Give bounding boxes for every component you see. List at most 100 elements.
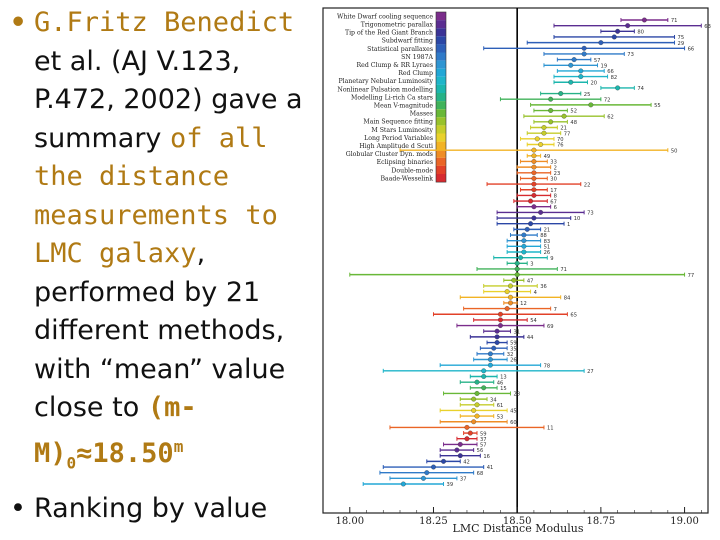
- data-point: [487, 351, 493, 357]
- data-point: [531, 187, 537, 193]
- legend-label: Mean V-magnitude: [374, 103, 434, 110]
- legend-swatch: [436, 93, 446, 102]
- legend-swatch: [436, 84, 446, 93]
- data-point: [464, 424, 470, 430]
- point-label: 49: [544, 154, 551, 160]
- ranking-text: Ranking by value: [34, 493, 268, 525]
- data-point: [511, 277, 517, 283]
- data-point: [481, 385, 487, 391]
- legend-border: [435, 11, 447, 183]
- point-label: 21: [544, 228, 551, 234]
- point-label: 84: [564, 295, 571, 301]
- data-point: [518, 255, 523, 261]
- methods-text: , performed by 21 different methods, wit…: [34, 238, 286, 423]
- legend-swatch: [436, 68, 446, 77]
- data-point: [497, 323, 503, 329]
- data-point: [508, 294, 513, 300]
- legend-swatch: [436, 101, 446, 110]
- data-point: [625, 23, 631, 29]
- point-label: 16: [483, 454, 490, 460]
- point-label: 37: [480, 437, 487, 443]
- data-point: [514, 266, 520, 272]
- point-label: 6: [554, 205, 557, 211]
- x-tick-label: 18.00: [335, 516, 364, 527]
- data-point: [578, 74, 584, 80]
- data-point: [548, 119, 554, 125]
- author-name: G.Fritz Benedict: [34, 7, 295, 38]
- x-tick-label: 19.00: [670, 516, 699, 527]
- data-point: [471, 407, 477, 413]
- point-label: 9: [550, 256, 553, 262]
- point-label: 54: [530, 318, 537, 324]
- data-point: [558, 91, 564, 97]
- data-point: [420, 475, 426, 481]
- point-label: 30: [550, 177, 557, 183]
- data-point: [474, 391, 480, 396]
- point-label: 50: [671, 148, 678, 154]
- data-point: [508, 283, 513, 289]
- data-point: [504, 306, 510, 312]
- point-label: 46: [497, 380, 504, 386]
- legend-label: Nonlinear Pulsation modelling: [337, 86, 433, 93]
- point-label: 65: [570, 312, 577, 318]
- point-label: 33: [550, 160, 557, 166]
- point-label: 10: [574, 216, 581, 222]
- legend-swatch: [436, 174, 446, 183]
- data-point: [531, 147, 537, 153]
- x-tick-label: 18.50: [503, 516, 532, 527]
- x-tick-label: 18.75: [587, 516, 616, 527]
- legend-swatch: [436, 12, 446, 21]
- point-label: 25: [584, 92, 591, 98]
- formula-value: ≈18.50: [76, 437, 174, 469]
- data-point: [474, 402, 480, 408]
- data-point: [598, 40, 604, 46]
- legend-label: Statistical parallaxes: [367, 46, 433, 53]
- legend-swatch: [436, 157, 446, 166]
- point-label: 51: [544, 245, 551, 251]
- data-point: [441, 458, 446, 464]
- point-label: 74: [637, 86, 644, 92]
- data-point: [464, 436, 470, 442]
- formula-main: (m-M): [34, 392, 197, 469]
- point-label: 73: [627, 52, 634, 58]
- bullet-dot: •: [10, 493, 26, 525]
- data-point: [528, 221, 534, 227]
- point-label: 57: [594, 58, 601, 64]
- point-label: 82: [611, 75, 618, 81]
- data-point: [467, 430, 473, 436]
- data-point: [531, 159, 537, 164]
- data-point: [424, 470, 430, 476]
- legend-swatch: [436, 133, 446, 142]
- legend-label: Double-mode: [391, 167, 433, 174]
- formula-subscript: 0: [66, 452, 77, 472]
- point-label: 66: [688, 46, 695, 52]
- legend-swatch: [436, 117, 446, 126]
- legend: White Dwarf cooling sequence Trigonometri…: [337, 11, 447, 183]
- point-label: 27: [587, 369, 594, 375]
- data-point: [454, 447, 460, 453]
- data-point: [615, 85, 621, 91]
- lmc-distance-chart: White Dwarf cooling sequence Trigonometri…: [322, 7, 711, 535]
- legend-label: Eclipsing binaries: [377, 159, 433, 166]
- point-label: 37: [460, 477, 467, 483]
- data-point: [641, 17, 647, 23]
- point-label: 78: [544, 363, 551, 369]
- point-label: 31: [513, 329, 520, 335]
- data-point: [474, 379, 480, 385]
- point-label: 47: [527, 278, 534, 284]
- data-point: [521, 249, 527, 255]
- plot-frame: [322, 7, 709, 514]
- legend-swatch: [436, 125, 446, 134]
- point-label: 7: [554, 307, 557, 313]
- point-label: 44: [527, 335, 534, 341]
- data-point: [471, 419, 477, 425]
- point-label: 70: [557, 137, 564, 143]
- point-label: 41: [487, 465, 494, 471]
- data-point: [531, 181, 537, 187]
- data-point: [541, 130, 547, 136]
- point-label: 68: [477, 471, 484, 477]
- data-point: [611, 34, 617, 40]
- data-point: [494, 340, 500, 345]
- x-tick-label: 18.25: [419, 516, 448, 527]
- data-point: [491, 345, 497, 351]
